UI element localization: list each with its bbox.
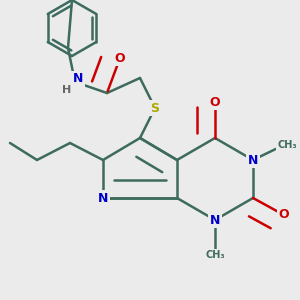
Text: O: O	[210, 95, 220, 109]
Text: CH₃: CH₃	[277, 140, 297, 150]
Text: N: N	[73, 73, 83, 85]
Text: N: N	[210, 214, 220, 226]
Text: CH₃: CH₃	[205, 250, 225, 260]
Text: O: O	[279, 208, 289, 221]
Text: H: H	[62, 85, 72, 95]
Text: N: N	[248, 154, 258, 166]
Text: O: O	[115, 52, 125, 64]
Text: N: N	[98, 191, 108, 205]
Text: S: S	[151, 101, 160, 115]
